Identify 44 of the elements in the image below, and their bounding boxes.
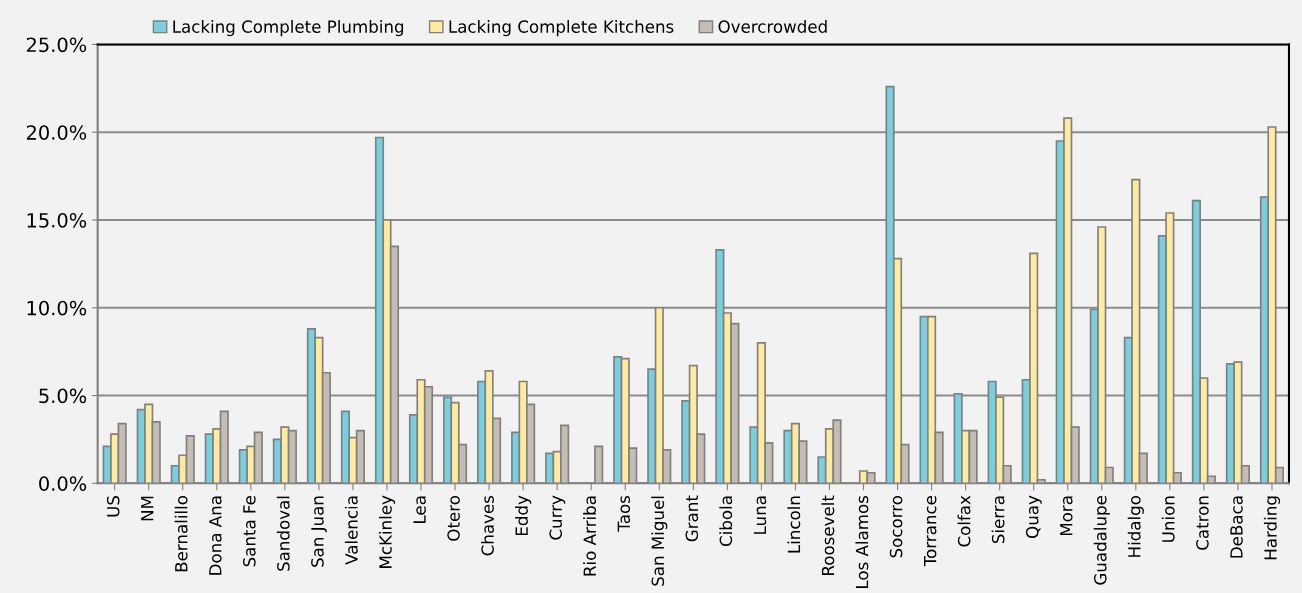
- x-tick-label: Lincoln: [787, 496, 801, 553]
- x-tick-label: San Miguel: [651, 496, 668, 586]
- legend-label: Overcrowded: [718, 20, 827, 33]
- x-tick-label: Quay: [1025, 495, 1042, 538]
- x-tick-label: Socorro: [889, 496, 903, 558]
- x-tick-label: US: [106, 496, 120, 517]
- y-tick-label: 10.0%: [27, 300, 87, 316]
- y-tick-label: 5.0%: [39, 388, 87, 404]
- x-tick-label: Taos: [617, 495, 631, 532]
- y-tick-label: 15.0%: [27, 212, 87, 228]
- x-tick-label: Hidalgo: [1127, 496, 1144, 557]
- x-tick-label: Sierra: [991, 496, 1005, 544]
- x-tick-label: McKinley: [378, 495, 396, 568]
- y-tick-label: 20.0%: [26, 125, 87, 140]
- x-tick-label: Eddy: [515, 495, 532, 536]
- x-tick-label: Valencia: [344, 496, 358, 565]
- x-tick-label: Cibola: [719, 496, 733, 547]
- x-tick-label: Otero: [447, 496, 460, 541]
- x-tick-label: Chaves: [481, 495, 494, 556]
- x-tick-label: San Juan: [311, 496, 327, 567]
- x-tick-label: Luna: [753, 496, 767, 534]
- y-tick-label: 0.0%: [39, 476, 87, 491]
- x-tick-label: Curry: [549, 495, 566, 540]
- legend-label: Lacking Complete Kitchens: [449, 20, 674, 37]
- x-tick-label: Guadalupe: [1093, 495, 1110, 585]
- x-tick-label: Colfax: [957, 495, 971, 547]
- x-tick-label: Catron: [1196, 496, 1209, 550]
- x-tick-label: Sandoval: [276, 496, 290, 571]
- x-tick-label: Lea: [413, 496, 426, 523]
- x-tick-label: Bernalillo: [174, 496, 188, 572]
- x-tick-label: DeBaca: [1230, 496, 1243, 558]
- x-tick-label: Torrance: [924, 495, 937, 567]
- x-tick-label: Los Alamos: [855, 495, 869, 588]
- x-tick-label: Mora: [1060, 496, 1073, 536]
- x-tick-label: Santa Fe: [243, 495, 256, 567]
- x-tick-label: Grant: [685, 495, 699, 542]
- x-tick-label: Roosevelt: [821, 495, 835, 575]
- x-tick-label: Rio Arriba: [583, 496, 597, 576]
- y-tick-label: 25.0%: [26, 37, 87, 53]
- legend-label: Lacking Complete Plumbing: [173, 20, 404, 37]
- x-tick-label: Dona Ana: [209, 496, 222, 575]
- x-tick-label: Union: [1161, 496, 1175, 542]
- x-tick-label: Harding: [1263, 496, 1281, 560]
- x-tick-label: NM: [141, 496, 154, 521]
